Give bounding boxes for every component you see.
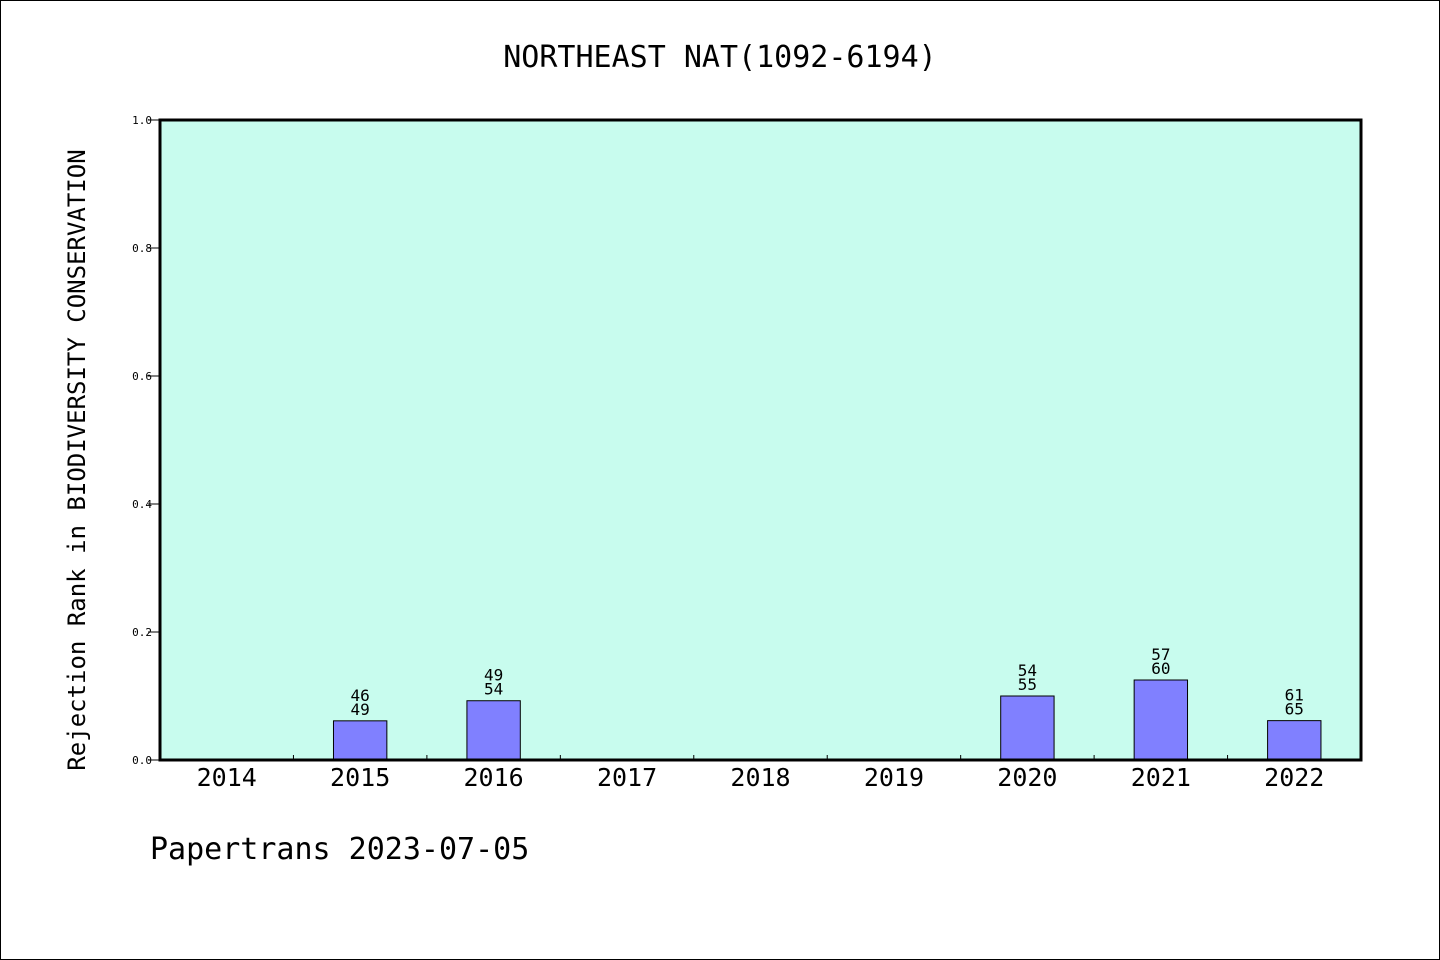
y-axis-ticks: 0.0 0.2 0.4 0.6 0.8 1.0 bbox=[132, 114, 160, 767]
y-tick-label: 0.2 bbox=[132, 626, 152, 639]
bar-data-label: 49 bbox=[484, 666, 503, 685]
x-tick-label: 2015 bbox=[330, 763, 390, 792]
x-tick-label: 2018 bbox=[730, 763, 790, 792]
bar-data-label: 49 bbox=[351, 700, 370, 719]
bar bbox=[466, 700, 521, 761]
x-tick-label: 2016 bbox=[464, 763, 524, 792]
bar bbox=[1133, 679, 1189, 761]
bar-data-label: 60 bbox=[1151, 659, 1170, 678]
bar-data-label: 65 bbox=[1285, 700, 1304, 719]
bar-data-label: 46 bbox=[351, 686, 370, 705]
y-tick-label: 0.0 bbox=[132, 754, 152, 767]
footer-credit: Papertrans 2023-07-05 bbox=[150, 832, 530, 867]
x-tick-label: 2020 bbox=[997, 763, 1057, 792]
chart-title: NORTHEAST NAT(1092-6194) bbox=[503, 40, 936, 75]
bar bbox=[1267, 720, 1322, 761]
plot-area bbox=[158, 118, 1363, 762]
bar-data-label: 61 bbox=[1285, 686, 1304, 705]
bar-data-label: 55 bbox=[1018, 675, 1037, 694]
bar-data-label: 54 bbox=[1018, 661, 1037, 680]
y-tick-label: 0.8 bbox=[132, 242, 152, 255]
x-tick-label: 2017 bbox=[597, 763, 657, 792]
bar-data-label: 54 bbox=[484, 680, 503, 699]
x-tick-label: 2014 bbox=[197, 763, 257, 792]
bar bbox=[332, 720, 388, 761]
y-tick-label: 1.0 bbox=[132, 114, 152, 127]
x-tick-label: 2021 bbox=[1131, 763, 1191, 792]
bar bbox=[1000, 695, 1055, 761]
x-axis-ticks: 2014 2015 2016 2017 2018 2019 2020 2021 2022 bbox=[197, 755, 1324, 792]
y-axis-label: Rejection Rank in BIODIVERSITY CONSERVAT… bbox=[63, 149, 91, 770]
y-tick-label: 0.6 bbox=[132, 370, 152, 383]
bar-data-label: 57 bbox=[1151, 645, 1170, 664]
plot-border bbox=[158, 118, 1363, 762]
x-tick-label: 2019 bbox=[864, 763, 924, 792]
x-tick-label: 2022 bbox=[1264, 763, 1324, 792]
y-tick-label: 0.4 bbox=[132, 498, 152, 511]
bars bbox=[332, 679, 1322, 761]
